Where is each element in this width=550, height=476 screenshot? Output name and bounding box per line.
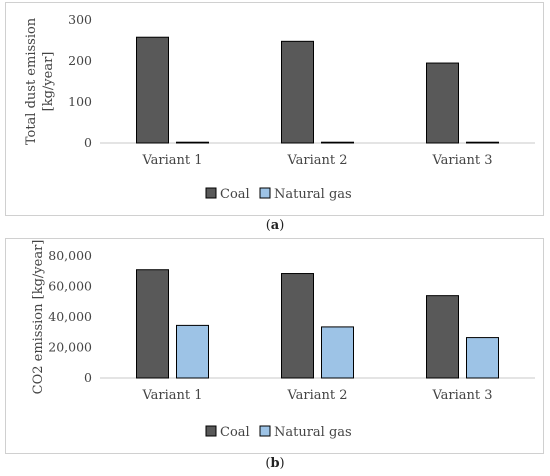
x-category-label: Variant 1 xyxy=(141,388,202,403)
y-tick-label: 60,000 xyxy=(48,279,92,294)
y-tick-label: 100 xyxy=(68,94,92,109)
coal-legend-label: Coal xyxy=(220,187,250,202)
legend: Coal Natural gas xyxy=(205,425,352,440)
chart-frame xyxy=(5,2,544,216)
natural-gas-legend-label: Natural gas xyxy=(274,425,352,440)
coal-legend-swatch xyxy=(205,425,217,437)
y-axis-label: Total dust emission [kg/year] xyxy=(24,17,56,145)
y-axis-label: CO2 emission [kg/year] xyxy=(31,240,46,395)
y-tick-label: 300 xyxy=(68,12,92,27)
y-tick-label: 0 xyxy=(84,370,92,385)
natural-gas-bar xyxy=(176,141,209,144)
co2-emission-chart-panel: 0 20,000 40,000 60,000 80,000 CO2 emission [k… xyxy=(0,236,550,476)
natural-gas-bar xyxy=(321,141,354,144)
y-tick-label: 20,000 xyxy=(48,340,92,355)
x-category-label: Variant 3 xyxy=(431,153,492,168)
dust-emission-chart-panel: 0 100 200 300 Total dust emission [kg/year] Va… xyxy=(5,2,544,233)
coal-legend-label: Coal xyxy=(220,425,250,440)
chart-frame xyxy=(5,238,544,454)
coal-bar xyxy=(136,269,169,379)
natural-gas-bar xyxy=(321,326,354,379)
natural-gas-bar xyxy=(466,337,499,379)
natural-gas-legend-swatch xyxy=(259,187,271,199)
x-category-label: Variant 1 xyxy=(141,153,202,168)
coal-bar xyxy=(426,62,459,144)
y-tick-label: 200 xyxy=(68,53,92,68)
legend: Coal Natural gas xyxy=(205,187,352,202)
natural-gas-legend-label: Natural gas xyxy=(274,187,352,202)
coal-bar xyxy=(136,36,169,144)
natural-gas-bar xyxy=(466,141,499,144)
coal-bar xyxy=(281,40,314,144)
natural-gas-legend-swatch xyxy=(259,425,271,437)
y-tick-label: 0 xyxy=(84,135,92,150)
coal-bar xyxy=(281,273,314,379)
natural-gas-bar xyxy=(176,324,209,379)
caption-a: (a) xyxy=(265,218,285,233)
x-category-label: Variant 2 xyxy=(286,388,347,403)
y-tick-label: 80,000 xyxy=(48,248,92,263)
coal-legend-swatch xyxy=(205,187,217,199)
x-category-label: Variant 3 xyxy=(431,388,492,403)
x-category-label: Variant 2 xyxy=(286,153,347,168)
dust-emission-chart: 0 100 200 300 Total dust emission [kg/year] Va… xyxy=(5,2,544,216)
caption-b: (b) xyxy=(265,456,285,471)
coal-bar xyxy=(426,295,459,379)
y-tick-label: 40,000 xyxy=(48,309,92,324)
